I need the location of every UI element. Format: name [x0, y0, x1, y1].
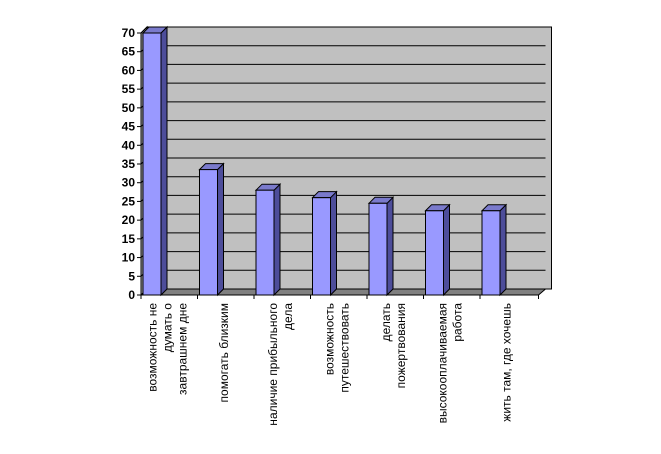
gridline-side	[140, 26, 148, 34]
bar	[367, 196, 395, 297]
y-tick-label: 25	[122, 194, 136, 208]
y-tick-label: 65	[122, 45, 136, 59]
x-category-label-line: работа	[450, 303, 464, 342]
x-category-label-line: делать	[379, 303, 393, 341]
x-axis-labels: возможность не думать о завтрашнем дне помо…	[145, 303, 513, 426]
bar-front	[368, 202, 388, 296]
bar-front	[425, 210, 444, 296]
y-tick-label: 30	[122, 176, 136, 190]
bar-side	[443, 203, 450, 297]
bar-side	[160, 25, 168, 297]
x-category-label-line: возможность	[322, 303, 336, 375]
y-tick-label: 0	[128, 288, 135, 302]
bar-front	[312, 197, 331, 296]
y-tick-label: 35	[122, 157, 136, 171]
bar-front	[199, 169, 218, 296]
bar	[424, 203, 451, 297]
bar-side	[386, 196, 394, 297]
bar	[254, 182, 282, 297]
x-category-label-line: завтрашнем дне	[175, 303, 189, 395]
bar	[480, 203, 508, 297]
bar	[311, 190, 338, 297]
x-category-label: помогать близким	[217, 303, 231, 402]
x-category-label-line: пожертвования	[394, 303, 408, 388]
x-category-label: возможность не думать о завтрашнем дне	[145, 303, 189, 395]
y-tick-label: 70	[122, 26, 136, 40]
x-category-label: делать пожертвования	[379, 303, 408, 388]
bar-front	[255, 189, 275, 296]
x-category-label: возможность путешествовать	[322, 303, 351, 393]
x-category-label-line: помогать близким	[217, 303, 231, 402]
y-axis-ticks: 0 5 10 15 20 25 30 35 40 45 50 55 60 65 70	[122, 26, 141, 302]
bar-front	[142, 32, 162, 296]
x-category-label: жить там, где хочешь	[499, 303, 513, 422]
y-tick-label: 55	[122, 82, 136, 96]
x-category-label-line: думать о	[160, 303, 174, 353]
y-tick-label: 15	[122, 232, 136, 246]
bar-side	[217, 162, 224, 297]
chart-bars	[141, 25, 508, 297]
y-tick-label: 45	[122, 120, 136, 134]
bar-front	[481, 210, 501, 296]
y-tick-label: 10	[122, 251, 136, 265]
y-tick-label: 50	[122, 101, 136, 115]
y-tick-label: 60	[122, 63, 136, 77]
bar	[141, 25, 169, 297]
x-category-label-line: высокооплачиваемая	[435, 303, 449, 423]
y-tick-label: 40	[122, 138, 136, 152]
x-category-label-line: наличие прибыльного	[266, 303, 280, 426]
bar	[198, 162, 225, 297]
bar-side	[499, 203, 507, 297]
y-tick-label: 5	[128, 269, 135, 283]
x-category-label: высокооплачиваемая работа	[435, 303, 464, 424]
bar-side	[273, 182, 281, 297]
x-category-label-line: путешествовать	[337, 303, 351, 393]
x-category-label: наличие прибыльного дела	[266, 303, 295, 426]
x-category-label-line: жить там, где хочешь	[499, 303, 513, 422]
x-category-label-line: возможность не	[145, 303, 159, 392]
bar-side	[330, 190, 337, 297]
x-category-label-line: дела	[281, 303, 295, 330]
y-tick-label: 20	[122, 213, 136, 227]
